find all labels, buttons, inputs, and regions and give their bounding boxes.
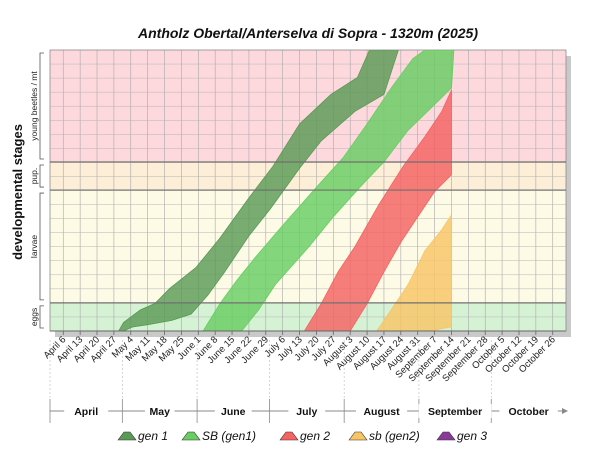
month-label: October bbox=[508, 406, 548, 418]
legend-label: sb (gen2) bbox=[369, 429, 420, 443]
month-label: June bbox=[221, 406, 246, 418]
stage-bracket bbox=[39, 52, 44, 160]
month-label-bg bbox=[214, 404, 252, 418]
stage-bracket bbox=[39, 305, 44, 329]
month-label-bg bbox=[144, 404, 175, 418]
area-gen-2 bbox=[303, 89, 452, 331]
month-label-bg bbox=[64, 404, 109, 418]
legend-label: gen 1 bbox=[138, 429, 168, 443]
stage-label: pup. bbox=[29, 168, 39, 185]
legend-swatch bbox=[348, 431, 368, 441]
legend-label: gen 2 bbox=[300, 429, 330, 443]
month-label: July bbox=[296, 406, 317, 418]
legend-swatch bbox=[279, 431, 299, 441]
stage-label: young beetles / mt bbox=[29, 71, 39, 141]
chart-title: Antholz Obertal/Anterselva di Sopra - 13… bbox=[137, 25, 478, 41]
stage-bracket bbox=[39, 164, 44, 188]
legend: gen 1 SB (gen1) gen 2 sb (gen2) gen 3 bbox=[117, 429, 487, 443]
legend-swatch bbox=[436, 431, 456, 441]
legend-label: SB (gen1) bbox=[202, 429, 256, 443]
month-label: September bbox=[428, 406, 482, 418]
area-sb-gen2- bbox=[376, 213, 452, 331]
stage-band-2 bbox=[50, 161, 566, 191]
month-label: May bbox=[149, 406, 170, 418]
month-label-bg bbox=[499, 404, 558, 418]
month-label-bg bbox=[355, 404, 408, 418]
stage-bracket bbox=[39, 192, 44, 301]
stage-label: larvae bbox=[29, 235, 39, 258]
month-label: April bbox=[74, 406, 98, 418]
month-axis: April May June July August September October bbox=[49, 340, 568, 423]
y-axis-title: developmental stages bbox=[10, 124, 25, 260]
legend-swatch bbox=[117, 431, 137, 441]
stage-lines bbox=[50, 161, 566, 332]
legend-label: gen 3 bbox=[457, 429, 487, 443]
stage-label: eggs bbox=[29, 308, 39, 326]
legend-swatch bbox=[181, 431, 201, 441]
y-stage-labels: eggs larvae pup. young beetles / mt bbox=[29, 52, 44, 329]
month-axis-arrow bbox=[562, 408, 568, 414]
month-label: August bbox=[363, 406, 400, 418]
month-label-bg bbox=[288, 404, 326, 418]
month-label-bg bbox=[418, 404, 492, 418]
